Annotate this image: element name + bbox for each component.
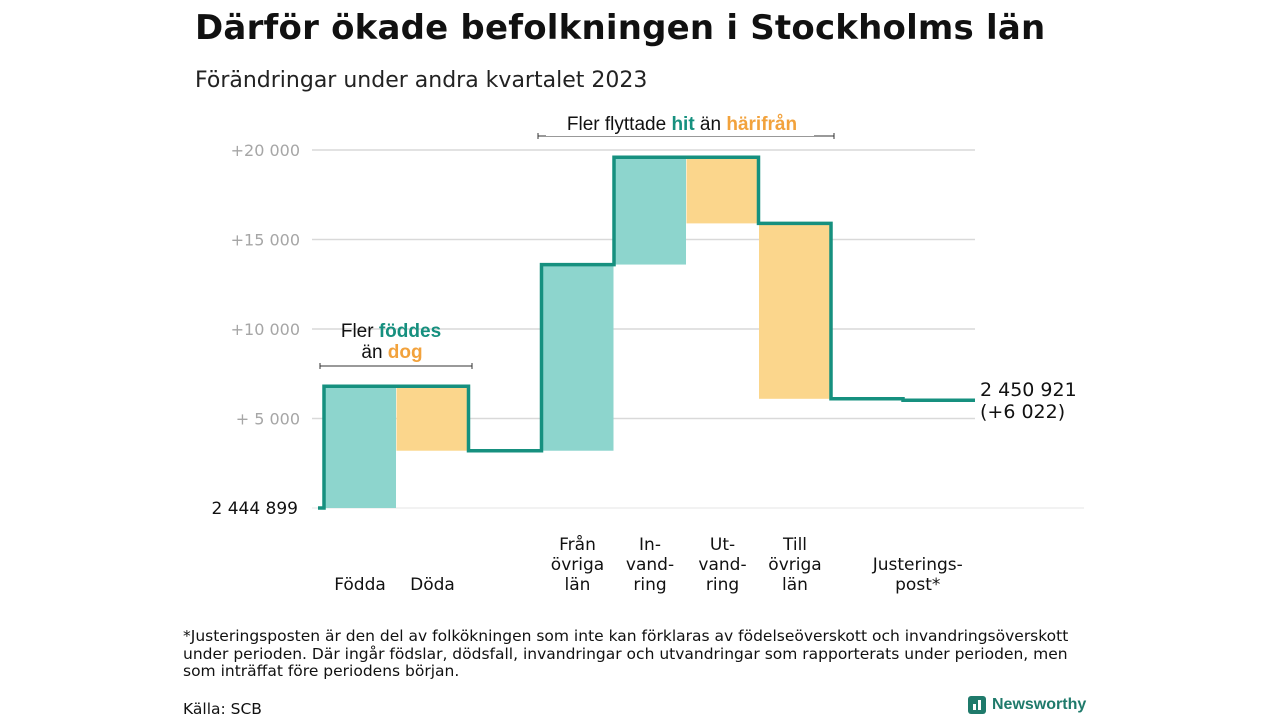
bar-decrease xyxy=(759,223,831,399)
category-label: Födda xyxy=(334,575,386,595)
brand-name: Newsworthy xyxy=(992,696,1087,713)
newsworthy-logo[interactable]: Newsworthy xyxy=(968,696,1086,714)
bar-increase xyxy=(541,264,614,451)
chart-title: Därför ökade befolkningen i Stockholms l… xyxy=(195,8,1046,48)
y-tick-label: +10 000 xyxy=(231,320,300,339)
bar-increase xyxy=(614,157,686,265)
annotation-part: Fler xyxy=(341,321,379,342)
category-label: In- xyxy=(639,535,661,555)
category-label: ring xyxy=(633,575,666,595)
y-tick-label: +20 000 xyxy=(231,141,300,160)
bar-decrease xyxy=(396,386,469,451)
source-text: Källa: SCB xyxy=(183,700,262,718)
migration-annotation: Fler flyttade hit än härifrån xyxy=(567,114,797,135)
chart-subtitle: Förändringar under andra kvartalet 2023 xyxy=(195,68,648,93)
category-label: län xyxy=(782,575,808,595)
y-tick-label: +15 000 xyxy=(231,231,300,250)
category-label: Från xyxy=(559,534,596,555)
births-annotation-line2: än dog xyxy=(361,342,422,363)
cumulative-step-line xyxy=(318,155,975,510)
bar-chart-icon xyxy=(968,696,986,714)
migration-annotation-bg xyxy=(546,112,814,136)
footnote: *Justeringsposten är den del av folkökni… xyxy=(183,627,1069,680)
y-tick-label: + 5 000 xyxy=(236,410,300,429)
end-value-label: 2 450 921 xyxy=(980,379,1077,401)
bar-increase xyxy=(324,386,396,508)
category-label: övriga xyxy=(768,555,821,575)
end-change-label: (+6 022) xyxy=(980,401,1065,423)
category-label: Till xyxy=(782,535,807,555)
annotation-part: dog xyxy=(388,342,423,363)
bar-decrease xyxy=(686,157,759,224)
births-annotation-line1: Fler föddes xyxy=(341,321,441,342)
category-label: Ut- xyxy=(710,535,735,555)
category-label: vand- xyxy=(626,555,674,575)
start-value-label: 2 444 899 xyxy=(211,499,298,519)
category-label: Justerings- xyxy=(872,555,963,575)
annotation-part: härifrån xyxy=(726,114,797,135)
annotation-part: hit xyxy=(671,114,695,135)
annotation-part: föddes xyxy=(379,321,441,342)
category-label: län xyxy=(565,575,591,595)
category-label: övriga xyxy=(551,555,604,575)
category-label: vand- xyxy=(698,555,746,575)
annotation-part: än xyxy=(361,342,387,363)
annotation-part: Fler flyttade xyxy=(567,114,672,135)
category-label: post* xyxy=(895,575,940,595)
category-label: ring xyxy=(706,575,739,595)
category-label: Döda xyxy=(410,575,455,595)
annotation-part: än xyxy=(695,114,727,135)
